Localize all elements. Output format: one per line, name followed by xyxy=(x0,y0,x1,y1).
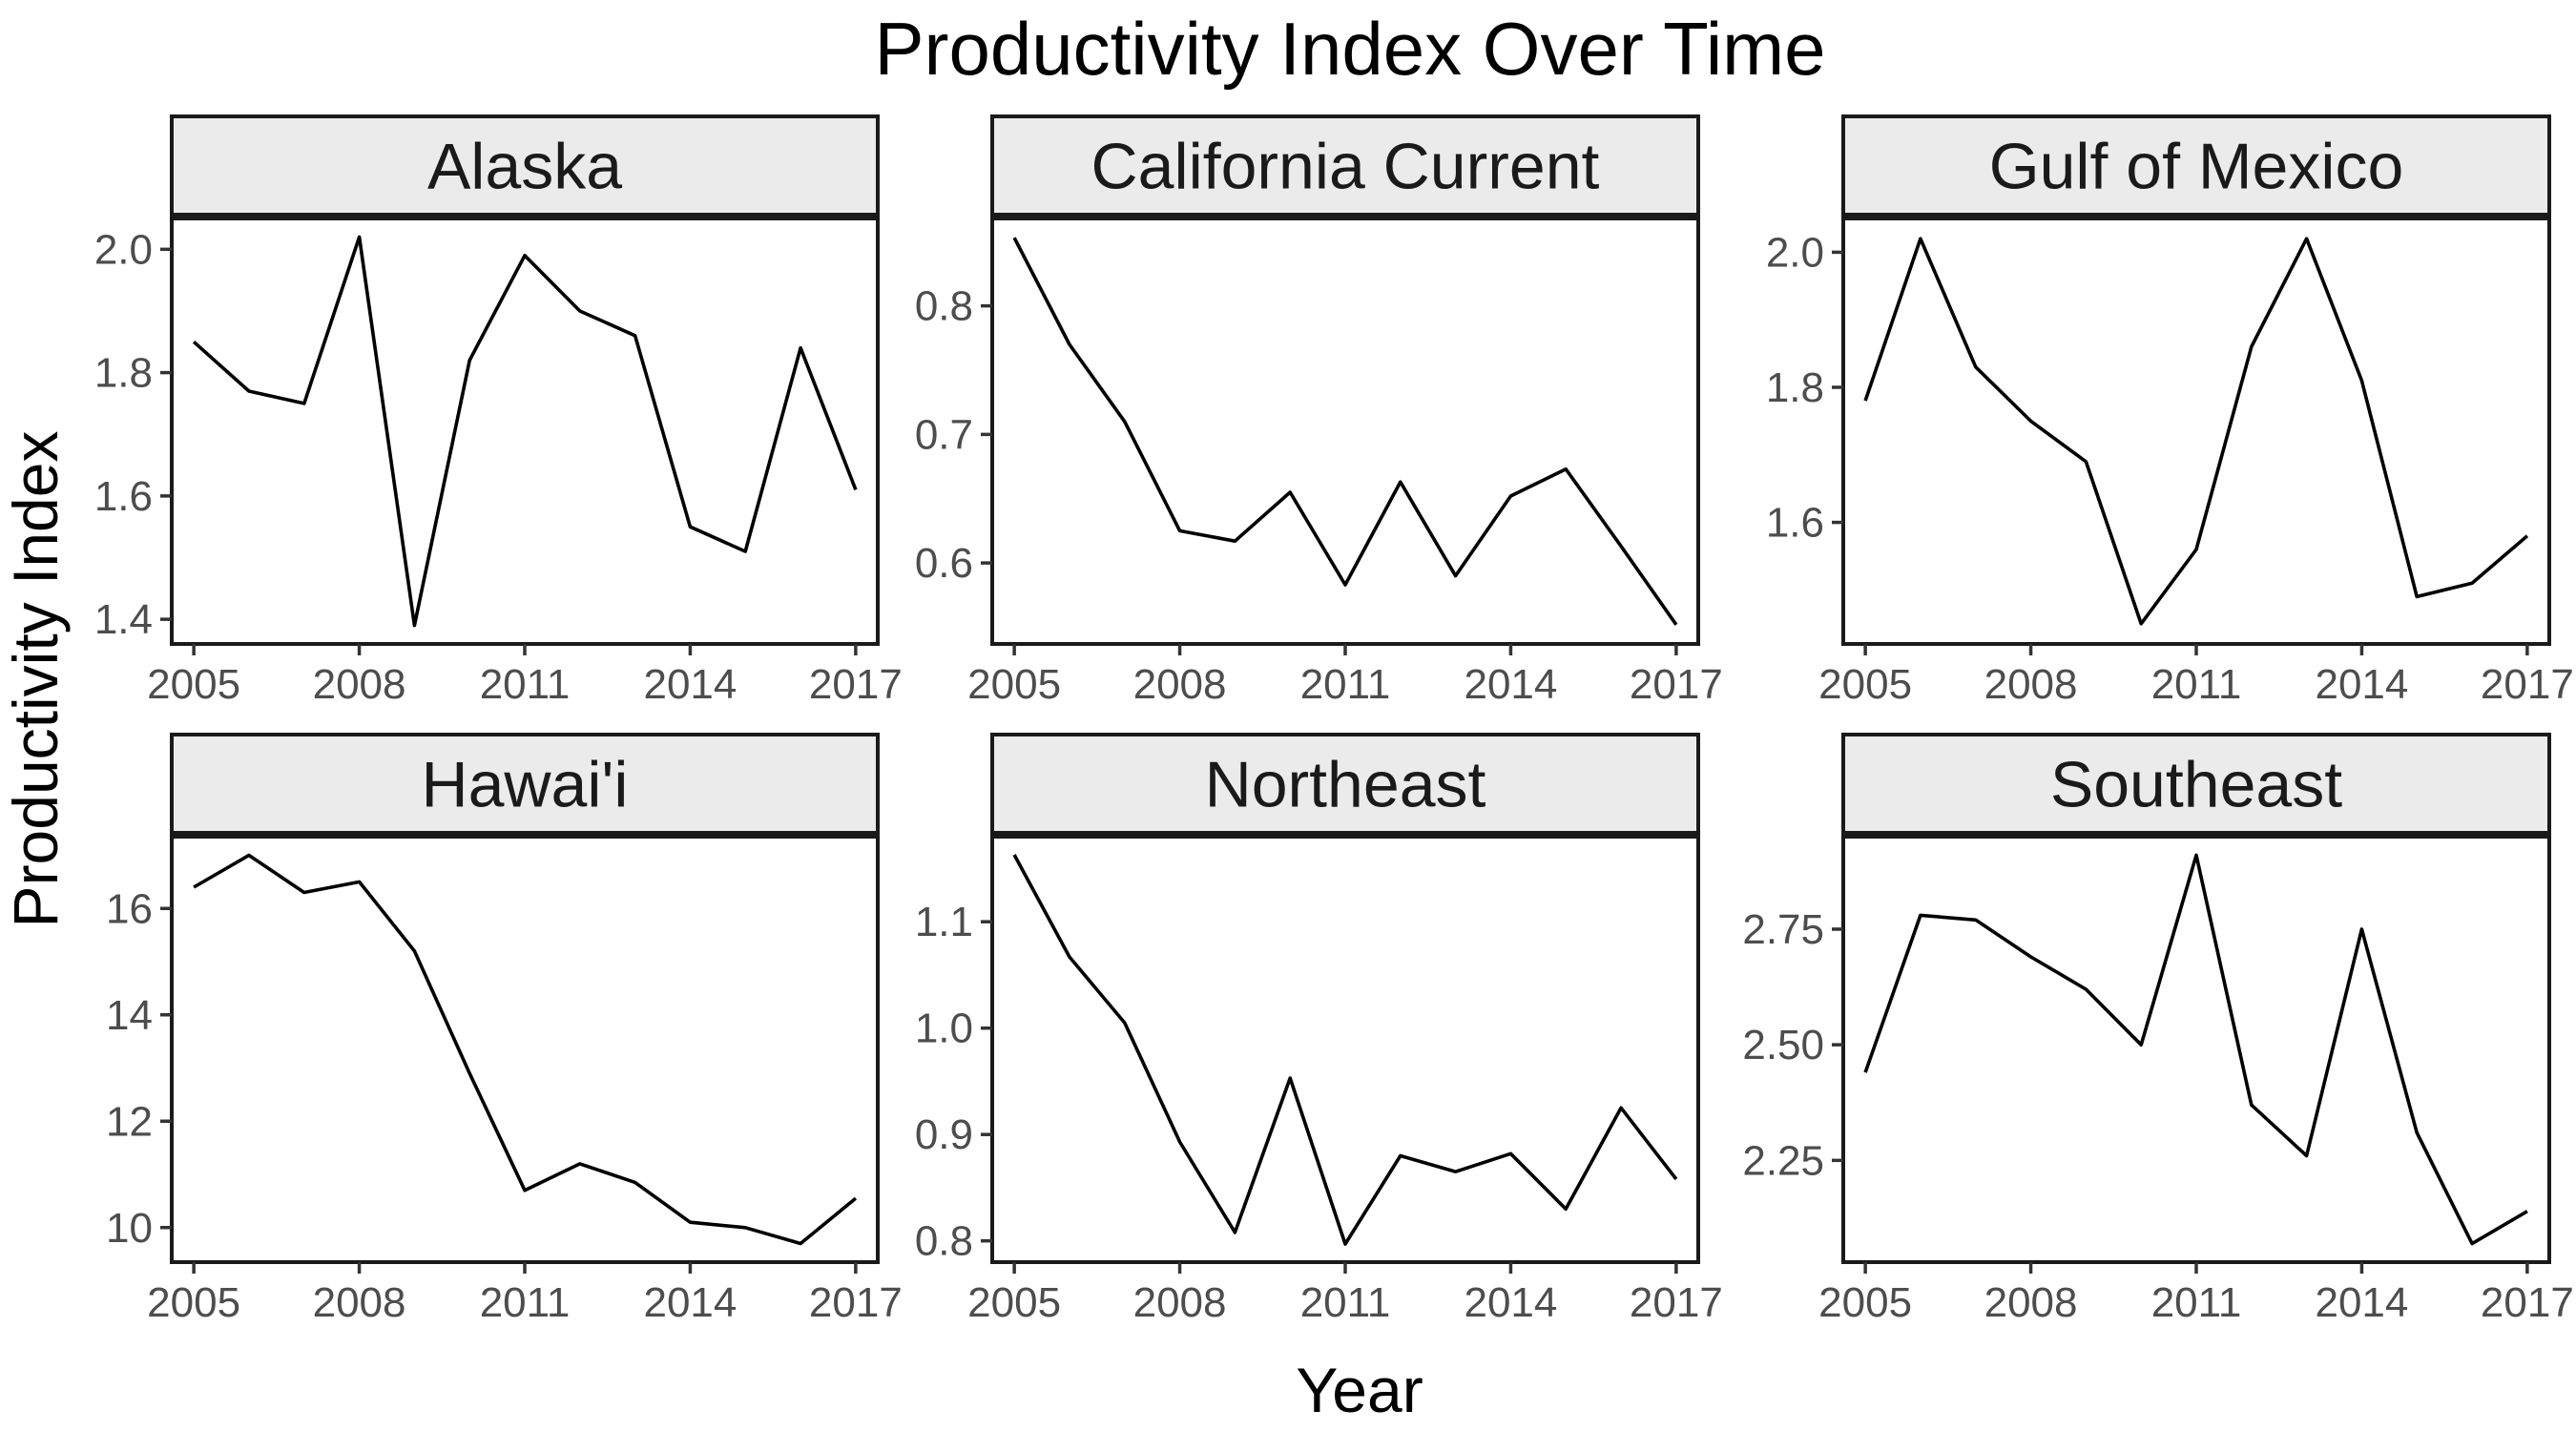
x-tick-label-gulf-of-mexico-2017: 2017 xyxy=(2481,661,2574,708)
y-tick-label-california-current-2: 0.8 xyxy=(915,283,973,330)
x-tick-label-gulf-of-mexico-2011: 2011 xyxy=(2151,661,2242,708)
x-tick-label-alaska-2008: 2008 xyxy=(313,661,406,708)
x-tick-label-northeast-2017: 2017 xyxy=(1630,1279,1723,1326)
series-line-hawai-i xyxy=(193,853,858,1246)
y-tick-label-northeast-0: 0.8 xyxy=(915,1218,973,1265)
panel-border-gulf-of-mexico xyxy=(1841,217,2551,646)
y-tick-label-alaska-1: 1.6 xyxy=(94,473,153,520)
y-tick-label-northeast-3: 1.1 xyxy=(915,899,973,945)
x-tick-label-alaska-2017: 2017 xyxy=(809,661,903,708)
facet-northeast: Northeast 2005 2008 2011 2014 2017 0.8 0.9 1.0 1.… xyxy=(915,733,1723,1326)
x-tick-label-california-current-2017: 2017 xyxy=(1630,661,1723,708)
panel-border-northeast xyxy=(990,835,1700,1264)
series-line-northeast xyxy=(1012,854,1678,1246)
facet-label-gulf-of-mexico: Gulf of Mexico xyxy=(1989,131,2404,203)
facet-label-hawai-i: Hawai'i xyxy=(421,749,628,821)
facet-strip-alaska xyxy=(170,114,880,217)
x-tick-label-southeast-2011: 2011 xyxy=(2151,1279,2242,1326)
panel-border-southeast xyxy=(1841,835,2551,1264)
y-tick-label-gulf-of-mexico-1: 1.8 xyxy=(1766,364,1824,411)
y-tick-label-hawai-i-2: 14 xyxy=(106,992,153,1039)
x-tick-label-northeast-2005: 2005 xyxy=(967,1279,1061,1326)
facet-strip-california-current xyxy=(990,114,1700,217)
facet-panels: Alaska 2005 2008 2011 2014 2017 1.4 1.6 1.8 2.0 Ca… xyxy=(94,114,2574,1326)
y-tick-label-northeast-1: 0.9 xyxy=(915,1111,973,1158)
x-tick-label-gulf-of-mexico-2008: 2008 xyxy=(1984,661,2078,708)
panel-border-alaska xyxy=(170,217,880,646)
y-tick-label-gulf-of-mexico-2: 2.0 xyxy=(1766,229,1824,276)
facet-label-alaska: Alaska xyxy=(427,131,622,203)
panel-border-hawai-i xyxy=(170,835,880,1264)
x-tick-label-southeast-2008: 2008 xyxy=(1984,1279,2078,1326)
facet-strip-gulf-of-mexico xyxy=(1841,114,2551,217)
x-tick-label-hawai-i-2017: 2017 xyxy=(809,1279,903,1326)
facet-label-california-current: California Current xyxy=(1091,131,1600,203)
facet-hawai-i: Hawai'i 2005 2008 2011 2014 2017 10 12 14 16 xyxy=(106,733,903,1326)
x-axis-title: Year xyxy=(1296,1355,1423,1425)
panel-border-california-current xyxy=(990,217,1700,646)
facet-strip-northeast xyxy=(990,733,1700,835)
x-tick-label-alaska-2005: 2005 xyxy=(147,661,240,708)
x-tick-label-gulf-of-mexico-2005: 2005 xyxy=(1818,661,1912,708)
y-axis-title: Productivity Index xyxy=(0,431,71,928)
x-tick-label-southeast-2014: 2014 xyxy=(2315,1279,2408,1326)
facet-southeast: Southeast 2005 2008 2011 2014 2017 2.25 2.50 2.7… xyxy=(1742,733,2574,1326)
y-tick-label-southeast-2: 2.75 xyxy=(1742,906,1824,953)
y-tick-label-california-current-1: 0.7 xyxy=(915,411,973,458)
x-tick-label-hawai-i-2005: 2005 xyxy=(147,1279,240,1326)
x-tick-label-southeast-2005: 2005 xyxy=(1818,1279,1912,1326)
facet-gulf-of-mexico: Gulf of Mexico 2005 2008 2011 2014 2017 1.6 1.8… xyxy=(1766,114,2574,708)
x-tick-label-hawai-i-2014: 2014 xyxy=(643,1279,737,1326)
y-tick-label-california-current-0: 0.6 xyxy=(915,540,973,587)
x-tick-label-hawai-i-2011: 2011 xyxy=(480,1279,571,1326)
y-tick-label-northeast-2: 1.0 xyxy=(915,1006,973,1052)
y-tick-label-southeast-0: 2.25 xyxy=(1742,1137,1824,1184)
x-tick-label-southeast-2017: 2017 xyxy=(2481,1279,2574,1326)
y-tick-label-gulf-of-mexico-0: 1.6 xyxy=(1766,500,1824,547)
y-tick-label-southeast-1: 2.50 xyxy=(1742,1022,1824,1068)
y-tick-label-alaska-2: 1.8 xyxy=(94,350,153,397)
facet-strip-hawai-i xyxy=(170,733,880,835)
y-tick-label-hawai-i-0: 10 xyxy=(106,1205,153,1252)
y-tick-label-alaska-0: 1.4 xyxy=(94,596,153,643)
y-tick-label-hawai-i-3: 16 xyxy=(106,885,153,932)
facet-label-northeast: Northeast xyxy=(1205,749,1486,821)
series-line-alaska xyxy=(192,235,858,628)
chart-title: Productivity Index Over Time xyxy=(874,7,1825,91)
x-tick-label-california-current-2014: 2014 xyxy=(1464,661,1557,708)
facet-california-current: California Current 2005 2008 2011 2014 2017 0.… xyxy=(915,114,1723,708)
facet-alaska: Alaska 2005 2008 2011 2014 2017 1.4 1.6 1.8 2.0 xyxy=(94,114,903,708)
x-tick-label-california-current-2008: 2008 xyxy=(1133,661,1227,708)
x-tick-label-hawai-i-2008: 2008 xyxy=(313,1279,406,1326)
series-line-southeast xyxy=(1863,853,2528,1246)
x-tick-label-northeast-2008: 2008 xyxy=(1133,1279,1227,1326)
x-tick-label-alaska-2014: 2014 xyxy=(643,661,737,708)
x-tick-label-gulf-of-mexico-2014: 2014 xyxy=(2315,661,2408,708)
x-tick-label-northeast-2011: 2011 xyxy=(1300,1279,1391,1326)
x-tick-label-northeast-2014: 2014 xyxy=(1464,1279,1557,1326)
facet-strip-southeast xyxy=(1841,733,2551,835)
facet-label-southeast: Southeast xyxy=(2050,749,2342,821)
y-tick-label-alaska-3: 2.0 xyxy=(94,226,153,273)
y-tick-label-hawai-i-1: 12 xyxy=(106,1098,153,1145)
x-tick-label-california-current-2005: 2005 xyxy=(967,661,1061,708)
series-line-california-current xyxy=(1012,237,1678,626)
x-tick-label-california-current-2011: 2011 xyxy=(1300,661,1391,708)
x-tick-label-alaska-2011: 2011 xyxy=(480,661,571,708)
series-line-gulf-of-mexico xyxy=(1863,237,2529,626)
